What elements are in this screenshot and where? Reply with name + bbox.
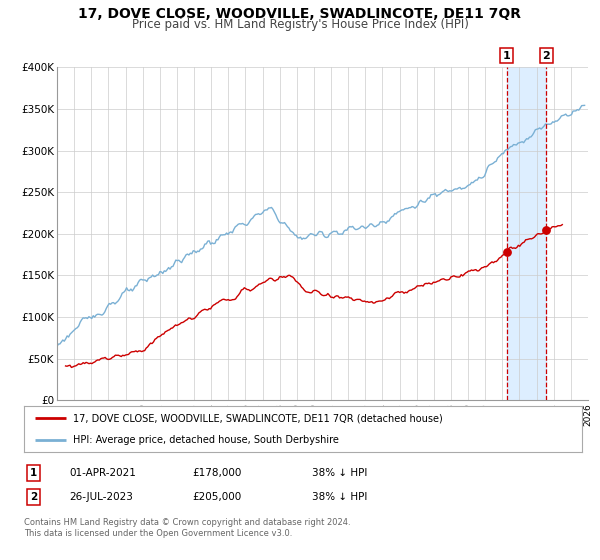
Text: 01-APR-2021: 01-APR-2021	[69, 468, 136, 478]
Text: 17, DOVE CLOSE, WOODVILLE, SWADLINCOTE, DE11 7QR (detached house): 17, DOVE CLOSE, WOODVILLE, SWADLINCOTE, …	[73, 413, 443, 423]
Text: 17, DOVE CLOSE, WOODVILLE, SWADLINCOTE, DE11 7QR: 17, DOVE CLOSE, WOODVILLE, SWADLINCOTE, …	[79, 7, 521, 21]
Text: 38% ↓ HPI: 38% ↓ HPI	[312, 468, 367, 478]
Text: £205,000: £205,000	[192, 492, 241, 502]
Bar	[506, 67, 546, 400]
Text: 26-JUL-2023: 26-JUL-2023	[69, 492, 133, 502]
Point	[502, 248, 511, 256]
Text: 1: 1	[30, 468, 37, 478]
Point	[541, 225, 551, 234]
Text: HPI: Average price, detached house, South Derbyshire: HPI: Average price, detached house, Sout…	[73, 435, 339, 445]
Text: 2: 2	[542, 50, 550, 60]
Text: 38% ↓ HPI: 38% ↓ HPI	[312, 492, 367, 502]
Text: Price paid vs. HM Land Registry's House Price Index (HPI): Price paid vs. HM Land Registry's House …	[131, 18, 469, 31]
Text: £178,000: £178,000	[192, 468, 241, 478]
Text: 2: 2	[30, 492, 37, 502]
Text: 1: 1	[503, 50, 511, 60]
Text: This data is licensed under the Open Government Licence v3.0.: This data is licensed under the Open Gov…	[24, 530, 292, 539]
Text: Contains HM Land Registry data © Crown copyright and database right 2024.: Contains HM Land Registry data © Crown c…	[24, 519, 350, 528]
